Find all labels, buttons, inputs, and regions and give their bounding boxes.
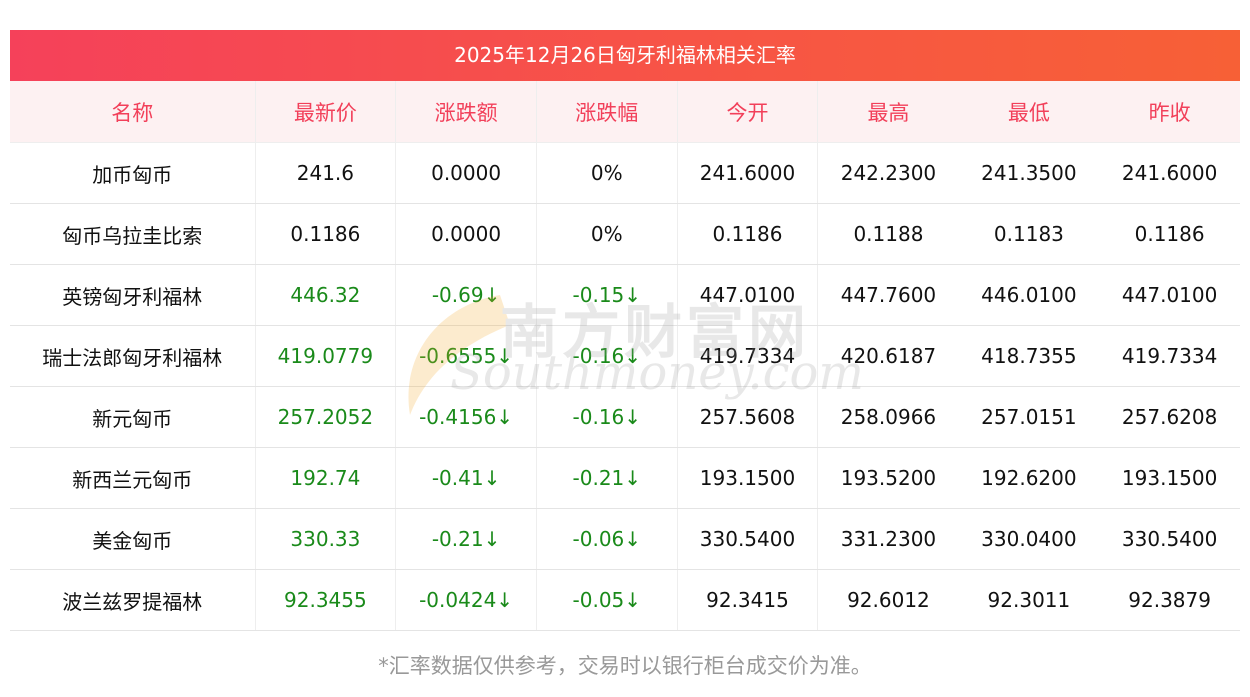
open-price-cell: 193.1500: [677, 447, 819, 509]
table-header-row: 名称 最新价 涨跌额 涨跌幅 今开 最高 最低 昨收: [10, 81, 1240, 143]
change-percent-cell: 0%: [536, 203, 678, 265]
disclaimer-footnote: *汇率数据仅供参考，交易时以银行柜台成交价为准。: [378, 654, 872, 678]
low-price-cell: 92.3011: [958, 569, 1100, 631]
open-price-cell: 447.0100: [677, 264, 819, 326]
open-price-cell: 0.1186: [677, 203, 819, 265]
high-price-cell: 447.7600: [817, 264, 959, 326]
rate-name-cell: 波兰兹罗提福林: [10, 569, 256, 631]
open-price-cell: 330.5400: [677, 508, 819, 570]
latest-price-cell: 330.33: [255, 508, 397, 570]
rate-name-cell: 新元匈币: [10, 386, 256, 448]
rate-name-cell: 美金匈币: [10, 508, 256, 570]
change-percent-cell: -0.21↓: [536, 447, 678, 509]
low-price-cell: 257.0151: [958, 386, 1100, 448]
table-title: 2025年12月26日匈牙利福林相关汇率: [10, 30, 1240, 81]
table-row: 英镑匈牙利福林 446.32 -0.69↓ -0.15↓ 447.0100 447.760…: [10, 264, 1240, 326]
rate-name-cell: 新西兰元匈币: [10, 447, 256, 509]
latest-price-cell: 192.74: [255, 447, 397, 509]
column-header-name: 名称: [10, 81, 256, 143]
low-price-cell: 418.7355: [958, 325, 1100, 387]
latest-price-cell: 241.6: [255, 142, 397, 204]
prev-close-cell: 193.1500: [1099, 447, 1240, 509]
prev-close-cell: 92.3879: [1099, 569, 1240, 631]
change-percent-cell: -0.05↓: [536, 569, 678, 631]
rate-name-cell: 英镑匈牙利福林: [10, 264, 256, 326]
rate-name-cell: 加币匈币: [10, 142, 256, 204]
latest-price-cell: 257.2052: [255, 386, 397, 448]
change-amount-cell: -0.21↓: [395, 508, 537, 570]
prev-close-cell: 0.1186: [1099, 203, 1240, 265]
high-price-cell: 92.6012: [817, 569, 959, 631]
prev-close-cell: 241.6000: [1099, 142, 1240, 204]
column-header-change-pct: 涨跌幅: [536, 81, 678, 143]
change-percent-cell: -0.15↓: [536, 264, 678, 326]
latest-price-cell: 419.0779: [255, 325, 397, 387]
table-row: 波兰兹罗提福林 92.3455 -0.0424↓ -0.05↓ 92.3415 92.60…: [10, 569, 1240, 631]
rate-name-cell: 瑞士法郎匈牙利福林: [10, 325, 256, 387]
latest-price-cell: 0.1186: [255, 203, 397, 265]
prev-close-cell: 447.0100: [1099, 264, 1240, 326]
column-header-change: 涨跌额: [395, 81, 537, 143]
table-row: 美金匈币 330.33 -0.21↓ -0.06↓ 330.5400 331.2300 33…: [10, 508, 1240, 570]
open-price-cell: 257.5608: [677, 386, 819, 448]
change-percent-cell: -0.06↓: [536, 508, 678, 570]
table-row: 加币匈币 241.6 0.0000 0% 241.6000 242.2300 241.350…: [10, 142, 1240, 204]
high-price-cell: 331.2300: [817, 508, 959, 570]
high-price-cell: 242.2300: [817, 142, 959, 204]
change-amount-cell: 0.0000: [395, 142, 537, 204]
change-amount-cell: -0.0424↓: [395, 569, 537, 631]
latest-price-cell: 92.3455: [255, 569, 397, 631]
change-amount-cell: -0.69↓: [395, 264, 537, 326]
high-price-cell: 258.0966: [817, 386, 959, 448]
low-price-cell: 446.0100: [958, 264, 1100, 326]
exchange-rate-table: 名称 最新价 涨跌额 涨跌幅 今开 最高 最低 昨收 加币匈币 241.6 0.00…: [10, 81, 1240, 631]
change-amount-cell: -0.6555↓: [395, 325, 537, 387]
column-header-prev-close: 昨收: [1099, 81, 1240, 143]
prev-close-cell: 330.5400: [1099, 508, 1240, 570]
high-price-cell: 193.5200: [817, 447, 959, 509]
column-header-latest: 最新价: [255, 81, 397, 143]
column-header-high: 最高: [817, 81, 959, 143]
low-price-cell: 330.0400: [958, 508, 1100, 570]
column-header-open: 今开: [677, 81, 819, 143]
prev-close-cell: 419.7334: [1099, 325, 1240, 387]
table-row: 匈币乌拉圭比索 0.1186 0.0000 0% 0.1186 0.1188 0.1183 0…: [10, 203, 1240, 265]
change-amount-cell: -0.41↓: [395, 447, 537, 509]
open-price-cell: 419.7334: [677, 325, 819, 387]
low-price-cell: 192.6200: [958, 447, 1100, 509]
high-price-cell: 0.1188: [817, 203, 959, 265]
high-price-cell: 420.6187: [817, 325, 959, 387]
open-price-cell: 92.3415: [677, 569, 819, 631]
table-row: 新元匈币 257.2052 -0.4156↓ -0.16↓ 257.5608 258.09…: [10, 386, 1240, 448]
low-price-cell: 0.1183: [958, 203, 1100, 265]
column-header-low: 最低: [958, 81, 1100, 143]
change-percent-cell: -0.16↓: [536, 386, 678, 448]
low-price-cell: 241.3500: [958, 142, 1100, 204]
change-amount-cell: -0.4156↓: [395, 386, 537, 448]
latest-price-cell: 446.32: [255, 264, 397, 326]
change-amount-cell: 0.0000: [395, 203, 537, 265]
change-percent-cell: -0.16↓: [536, 325, 678, 387]
open-price-cell: 241.6000: [677, 142, 819, 204]
table-row: 瑞士法郎匈牙利福林 419.0779 -0.6555↓ -0.16↓ 419.7334 4…: [10, 325, 1240, 387]
rate-name-cell: 匈币乌拉圭比索: [10, 203, 256, 265]
table-row: 新西兰元匈币 192.74 -0.41↓ -0.21↓ 193.1500 193.5200…: [10, 447, 1240, 509]
change-percent-cell: 0%: [536, 142, 678, 204]
prev-close-cell: 257.6208: [1099, 386, 1240, 448]
